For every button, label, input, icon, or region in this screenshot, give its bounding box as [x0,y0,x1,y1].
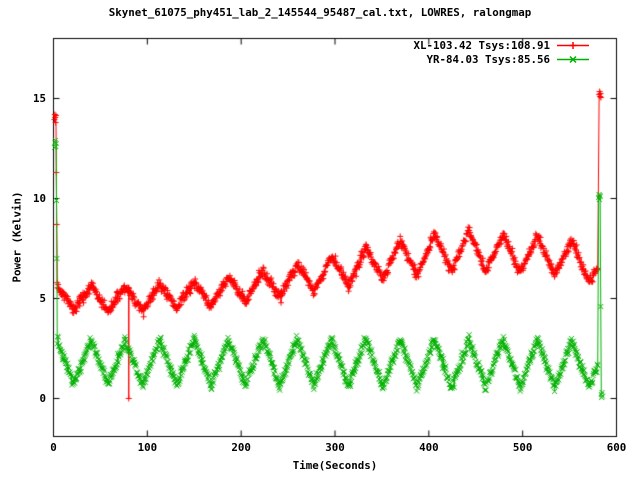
x-tick-label: 300 [325,441,345,454]
x-tick-label: 100 [137,441,158,454]
y-tick-label: 10 [32,192,46,205]
y-tick-label: 0 [39,392,46,405]
x-tick-label: 400 [419,441,439,454]
legend-item-xl: XL-103.42 Tsys:108.91 [413,39,590,52]
legend-cross-icon [557,55,589,64]
legend-item-yr: YR-84.03 Tsys:85.56 [413,53,590,66]
y-axis-label: Power (Kelvin) [10,191,24,283]
y-tick-label: 5 [39,292,46,305]
x-tick-label: 600 [606,441,627,454]
legend-label-yr: YR-84.03 Tsys:85.56 [426,53,550,66]
legend-plus-icon [557,42,589,49]
x-axis-label: Time(Seconds) [292,459,378,472]
x-tick-label: 200 [231,441,251,454]
legend: XL-103.42 Tsys:108.91 YR-84.03 Tsys:85.5… [413,39,590,66]
x-tick-label: 0 [50,441,57,454]
x-tick-label: 500 [512,441,533,454]
y-tick-label: 15 [32,92,46,105]
legend-label-xl: XL-103.42 Tsys:108.91 [413,39,550,52]
